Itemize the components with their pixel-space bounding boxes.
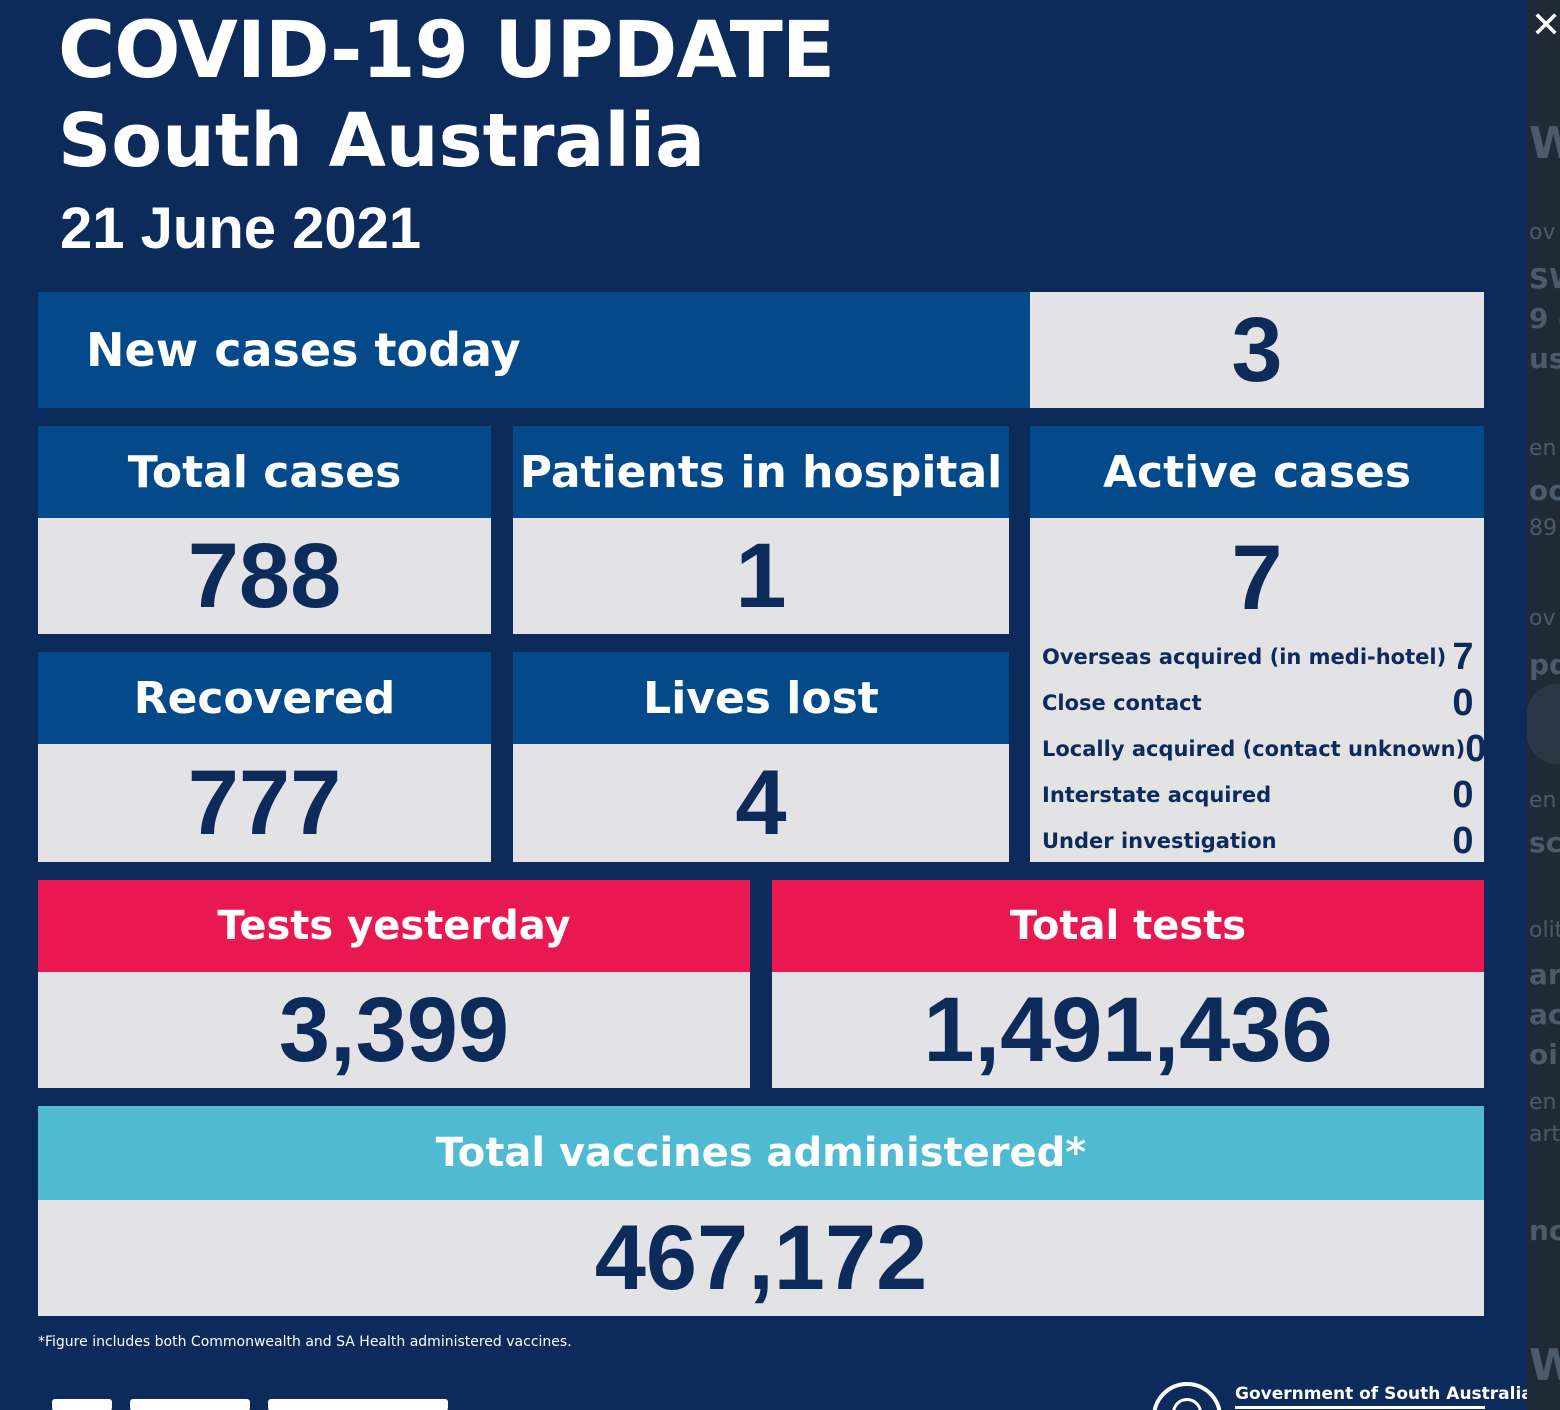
- active-cases-value: 7: [1231, 527, 1283, 629]
- active-cases-label: Active cases: [1030, 426, 1484, 518]
- new-cases-value: 3: [1030, 292, 1484, 408]
- vaccines-value: 467,172: [38, 1200, 1484, 1316]
- close-icon[interactable]: ✕: [1531, 5, 1560, 46]
- lives-lost-value: 4: [513, 744, 1009, 862]
- breakdown-value: 0: [1452, 681, 1474, 724]
- vaccine-footnote: *Figure includes both Commonwealth and S…: [38, 1334, 572, 1350]
- active-breakdown-row: Overseas acquired (in medi-hotel) 7: [1042, 636, 1478, 678]
- website-link-fragment: [52, 1398, 512, 1410]
- total-tests-value: 1,491,436: [772, 972, 1484, 1088]
- vaccines-label: Total vaccines administered*: [38, 1106, 1484, 1200]
- active-breakdown-row: Interstate acquired 0: [1042, 774, 1478, 816]
- sa-government-crest-icon: [1152, 1382, 1222, 1410]
- active-cases-panel: 7: [1030, 518, 1484, 862]
- total-tests-label: Total tests: [772, 880, 1484, 972]
- covid-update-card: COVID-19 UPDATE South Australia 21 June …: [38, 6, 1533, 1410]
- page-title: COVID-19 UPDATE: [58, 6, 835, 96]
- breakdown-label: Overseas acquired (in medi-hotel): [1042, 645, 1447, 669]
- lives-lost-label: Lives lost: [513, 652, 1009, 744]
- breakdown-value: 0: [1452, 773, 1474, 816]
- update-date: 21 June 2021: [60, 196, 422, 261]
- recovered-label: Recovered: [38, 652, 491, 744]
- active-breakdown-row: Locally acquired (contact unknown) 0: [1042, 728, 1486, 770]
- breakdown-label: Interstate acquired: [1042, 783, 1272, 807]
- active-breakdown-row: Under investigation 0: [1042, 820, 1478, 862]
- government-underline: [1235, 1406, 1485, 1409]
- hospital-label: Patients in hospital: [513, 426, 1009, 518]
- breakdown-label: Close contact: [1042, 691, 1202, 715]
- government-label: Government of South Australia: [1235, 1384, 1533, 1404]
- hospital-value: 1: [513, 518, 1009, 634]
- recovered-value: 777: [38, 744, 491, 862]
- total-cases-value: 788: [38, 518, 491, 634]
- breakdown-value: 0: [1465, 727, 1487, 770]
- tests-yesterday-value: 3,399: [38, 972, 750, 1088]
- breakdown-label: Under investigation: [1042, 829, 1277, 853]
- breakdown-value: 7: [1452, 635, 1474, 678]
- breakdown-value: 0: [1452, 819, 1474, 862]
- tests-yesterday-label: Tests yesterday: [38, 880, 750, 972]
- new-cases-label: New cases today: [38, 292, 1030, 408]
- active-breakdown-row: Close contact 0: [1042, 682, 1478, 724]
- region-title: South Australia: [58, 98, 706, 184]
- total-cases-label: Total cases: [38, 426, 491, 518]
- side-panel-nav-button[interactable]: [1527, 684, 1560, 764]
- breakdown-label: Locally acquired (contact unknown): [1042, 737, 1466, 761]
